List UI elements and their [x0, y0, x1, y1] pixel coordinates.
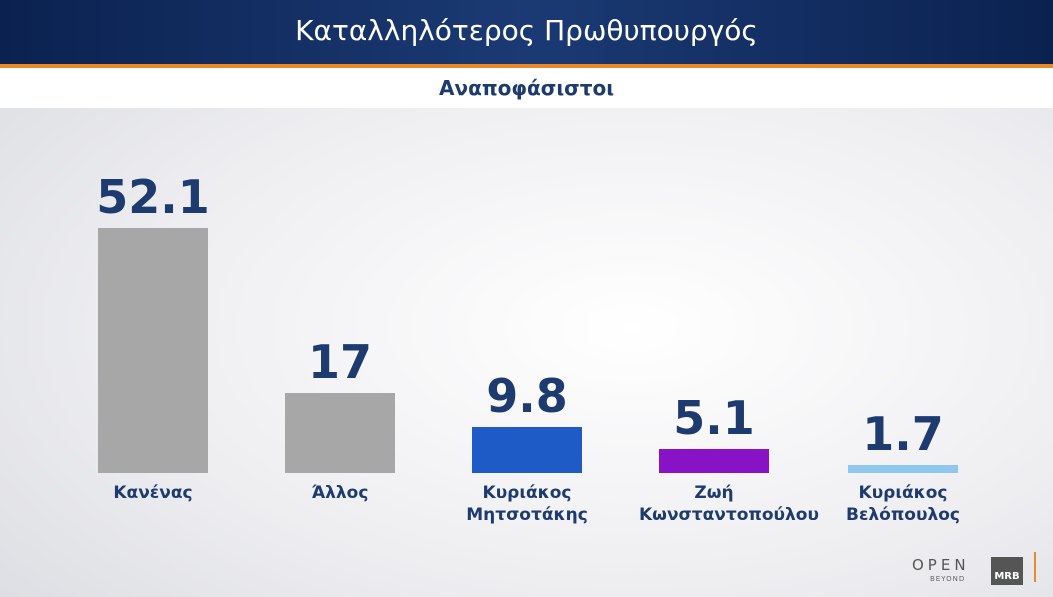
logo-tagline: BEYOND [930, 575, 966, 583]
bar [472, 426, 582, 473]
category-label: Κυριάκος Μητσοτάκης [466, 483, 588, 525]
bar [98, 228, 208, 473]
logo-text: OPEN [912, 556, 970, 574]
header [0, 0, 1053, 64]
chart-title: Καταλληλότερος Πρωθυπουργός [295, 14, 758, 47]
bar [659, 449, 769, 473]
value-label: 1.7 [862, 407, 944, 461]
value-label: 5.1 [673, 391, 755, 446]
bar [285, 393, 395, 473]
accent-line [0, 64, 1053, 68]
category-label: Ζωή Κωνσταντοπούλου [639, 483, 819, 525]
value-label: 52.1 [96, 170, 210, 224]
bar [848, 465, 958, 473]
value-label: 17 [307, 335, 372, 390]
category-label: Κυριάκος Βελόπουλος [846, 483, 960, 525]
chart-subtitle: Αναποφάσιστοι [438, 76, 615, 100]
category-label: Κανένας [113, 483, 193, 503]
value-label: 9.8 [486, 368, 568, 423]
subtitle-band [0, 68, 1053, 108]
category-label: Άλλος [311, 483, 369, 503]
accent-mark [1034, 552, 1036, 582]
pollster-logo: MRB [991, 557, 1023, 585]
